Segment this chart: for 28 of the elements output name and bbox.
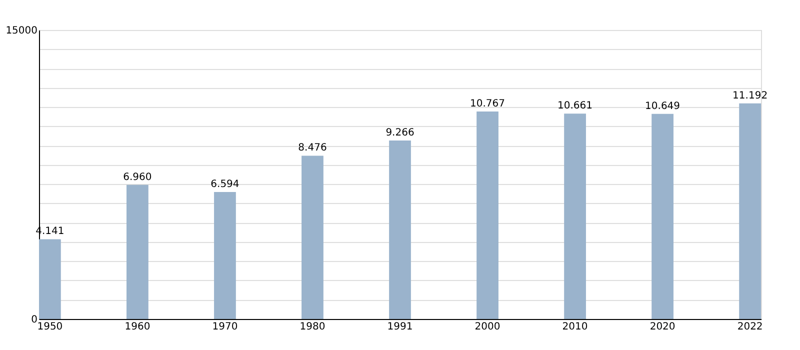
bar bbox=[302, 156, 324, 319]
x-tick-label: 1991 bbox=[387, 322, 413, 332]
x-tick-label: 2010 bbox=[562, 322, 588, 332]
x-tick-label: 2000 bbox=[474, 322, 500, 332]
x-tick-label: 2022 bbox=[737, 322, 763, 332]
bar bbox=[476, 112, 498, 319]
data-label: 6.594 bbox=[210, 178, 240, 190]
y-tick-label: 15000 bbox=[6, 26, 38, 36]
bar bbox=[214, 192, 236, 319]
bar bbox=[126, 184, 148, 319]
bar bbox=[564, 114, 586, 319]
x-tick-label: 1980 bbox=[300, 322, 326, 332]
data-label: 9.266 bbox=[386, 127, 414, 138]
x-tick-label: 1960 bbox=[124, 322, 150, 332]
data-label: 10.661 bbox=[558, 100, 593, 112]
bar bbox=[389, 140, 411, 319]
data-label: 6.960 bbox=[123, 172, 152, 183]
bar bbox=[739, 103, 761, 319]
data-label: 10.767 bbox=[470, 98, 506, 110]
data-label: 10.649 bbox=[645, 100, 680, 112]
bar bbox=[39, 239, 61, 319]
x-tick-label: 1950 bbox=[37, 322, 63, 332]
y-tick-label: 0 bbox=[31, 314, 38, 326]
bar bbox=[652, 114, 674, 319]
data-label: 8.476 bbox=[298, 142, 327, 154]
x-tick-label: 2020 bbox=[650, 322, 676, 332]
data-label: 11.192 bbox=[732, 90, 768, 102]
x-tick-label: 1970 bbox=[212, 322, 238, 332]
